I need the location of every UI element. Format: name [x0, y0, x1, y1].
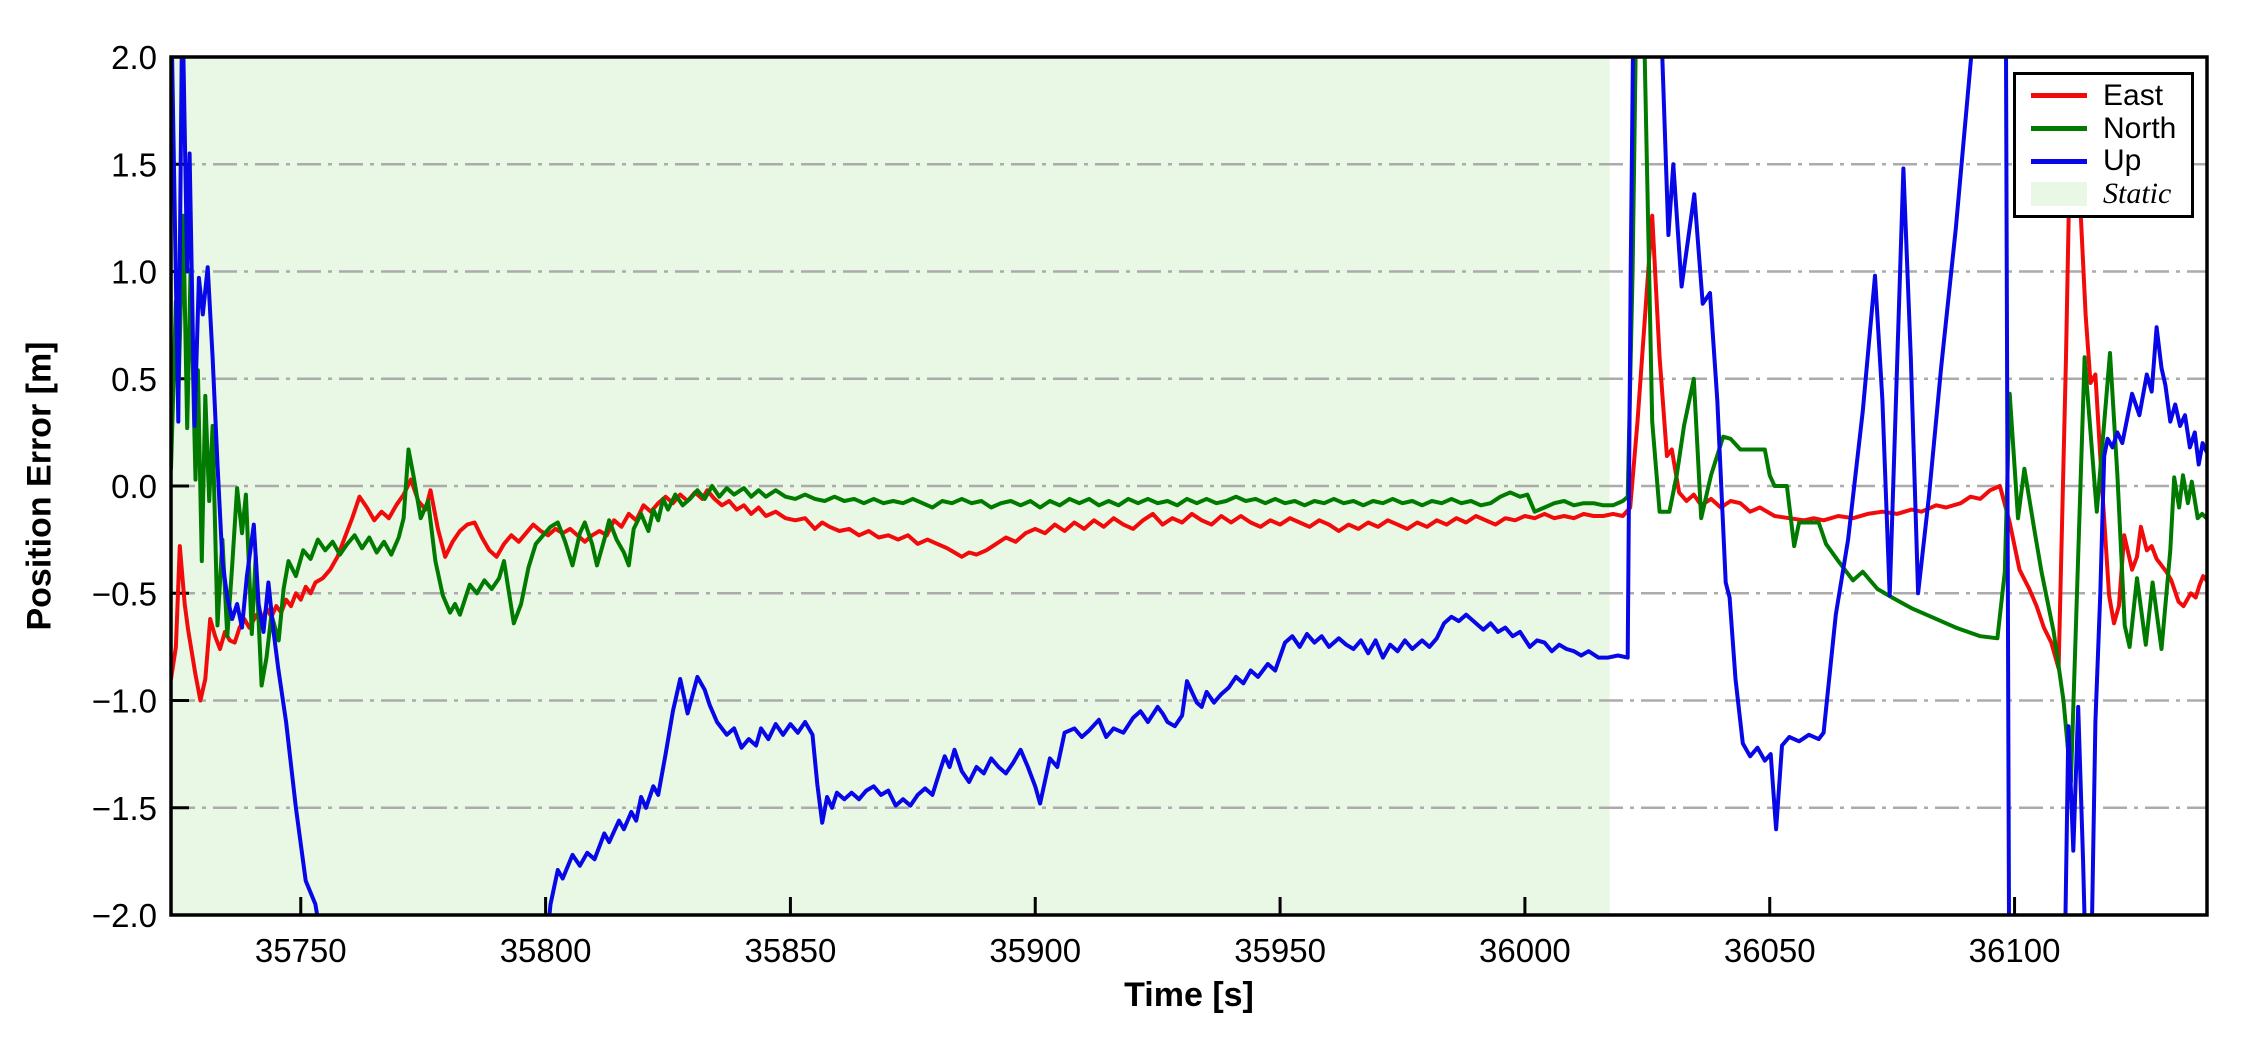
series-group: [171, 57, 2207, 915]
legend-label-east: East: [2103, 78, 2164, 112]
y-tick-label: −1.5: [92, 790, 157, 827]
y-tick-label: 0.5: [111, 361, 157, 398]
series-north: [171, 57, 2207, 784]
y-axis-label: Position Error [m]: [20, 341, 59, 631]
legend-label-static: Static: [2103, 177, 2172, 211]
series-up: [171, 57, 2207, 915]
y-tick-label: −2.0: [92, 897, 157, 934]
legend-label-north: North: [2103, 111, 2177, 145]
y-tick-label: −0.5: [92, 575, 157, 612]
x-tick-label: 36100: [1969, 932, 2061, 969]
legend-label-up: Up: [2103, 144, 2142, 178]
x-tick-label: 35750: [255, 932, 347, 969]
legend-item-north: North: [2031, 111, 2191, 145]
legend-item-up: Up: [2031, 146, 2191, 176]
x-tick-label: 35950: [1234, 932, 1326, 969]
legend-swatch-east: [2031, 93, 2087, 99]
y-tick-label: 1.0: [111, 254, 157, 291]
x-tick-label: 36000: [1479, 932, 1571, 969]
x-tick-label: 35800: [500, 932, 592, 969]
y-tick-label: 0.0: [111, 468, 157, 505]
legend-swatch-static: [2031, 182, 2087, 207]
legend-item-east: East: [2031, 78, 2191, 112]
legend-item-static: Static: [2031, 179, 2191, 209]
x-axis-label: Time [s]: [1124, 976, 1254, 1014]
y-tick-label: 1.5: [111, 146, 157, 183]
x-tick-label: 35850: [745, 932, 837, 969]
x-axis-ticks: 35750 35800 35850 35900 35950 36000 36050 36100: [255, 897, 2061, 969]
plot-border: [169, 55, 2209, 917]
x-tick-label: 35900: [989, 932, 1081, 969]
y-tick-label: −1.0: [92, 683, 157, 720]
legend-swatch-up: [2031, 158, 2087, 164]
gridlines: [171, 163, 2207, 809]
x-tick-label: 36050: [1724, 932, 1816, 969]
legend: East North Up Static: [2013, 72, 2194, 218]
legend-swatch-north: [2031, 126, 2087, 132]
y-tick-label: 2.0: [111, 39, 157, 76]
